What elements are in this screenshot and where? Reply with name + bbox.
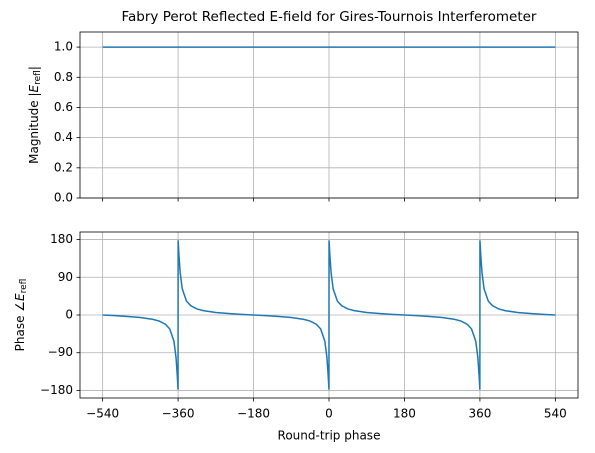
y-axis-label-part: refl — [33, 70, 43, 85]
y-tick-label: 0.0 — [54, 191, 73, 205]
x-tick-label: 540 — [544, 407, 567, 421]
x-tick-label: −180 — [237, 407, 270, 421]
y-tick-label: −90 — [48, 345, 73, 359]
y-axis-label-part: E — [13, 293, 27, 301]
x-tick-label: 360 — [468, 407, 491, 421]
y-axis-label-part: | — [27, 66, 41, 70]
y-axis-label-part: E — [27, 84, 41, 92]
y-tick-label: 90 — [58, 270, 73, 284]
data-line — [102, 240, 556, 390]
y-tick-label: −180 — [40, 383, 73, 397]
y-tick-label: 0.2 — [54, 160, 73, 174]
y-axis-label: Magnitude |Erefl| — [27, 66, 43, 164]
y-axis-label: Phase ∠Erefl — [13, 279, 29, 352]
y-axis-label-part: refl — [19, 279, 29, 294]
x-axis-label: Round-trip phase — [278, 429, 381, 443]
x-tick-label: 0 — [325, 407, 333, 421]
axes-frame — [79, 31, 579, 199]
y-axis-label-part: Magnitude | — [27, 92, 41, 163]
axes-frame — [79, 231, 579, 399]
y-axis-label-part: Phase ∠ — [13, 301, 27, 351]
x-tick-label: 180 — [393, 407, 416, 421]
y-tick-label: 0.6 — [54, 100, 73, 114]
y-tick-label: 0.8 — [54, 70, 73, 84]
x-tick-label: −360 — [162, 407, 195, 421]
y-tick-label: 0 — [65, 308, 73, 322]
y-tick-label: 180 — [50, 232, 73, 246]
y-tick-label: 0.4 — [54, 130, 73, 144]
y-tick-label: 1.0 — [54, 40, 73, 54]
x-tick-label: −540 — [86, 407, 119, 421]
chart-title: Fabry Perot Reflected E-field for Gires-… — [122, 9, 537, 25]
